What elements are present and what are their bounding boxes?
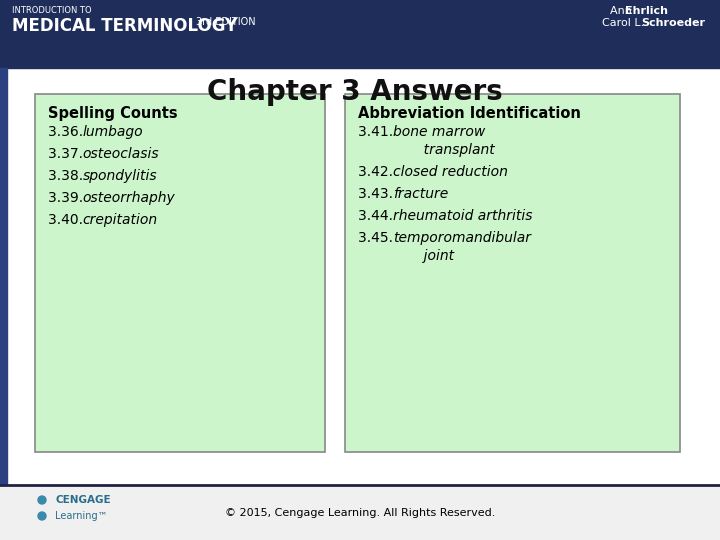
Text: Chapter 3 Answers: Chapter 3 Answers [207,78,503,106]
Text: 3.42.: 3.42. [358,165,397,179]
Text: 3.37.: 3.37. [48,147,87,161]
Text: 3.38.: 3.38. [48,169,88,183]
Text: Spelling Counts: Spelling Counts [48,106,178,121]
Text: temporomandibular: temporomandibular [393,231,531,245]
Text: Ehrlich: Ehrlich [625,6,668,16]
Text: CENGAGE: CENGAGE [55,495,111,505]
Bar [0,485,720,540]
Text: INTRODUCTION TO: INTRODUCTION TO [12,6,91,15]
Text: Learning™: Learning™ [55,511,107,521]
Text: 3.39.: 3.39. [48,191,88,205]
Text: Ann: Ann [610,6,635,16]
FancyBboxPatch shape [35,94,325,452]
Text: 3.36.: 3.36. [48,125,88,139]
Text: 3.45.: 3.45. [358,231,397,245]
Text: spondylitis: spondylitis [83,169,158,183]
Text: 3.41.: 3.41. [358,125,397,139]
Text: © 2015, Cengage Learning. All Rights Reserved.: © 2015, Cengage Learning. All Rights Res… [225,508,495,518]
Text: crepitation: crepitation [83,213,158,227]
Text: 3rd EDITION: 3rd EDITION [196,17,256,27]
Text: fracture: fracture [393,187,448,201]
Text: osteoclasis: osteoclasis [83,147,159,161]
Text: lumbago: lumbago [83,125,143,139]
Text: 3.40.: 3.40. [48,213,87,227]
Text: Schroeder: Schroeder [641,18,705,28]
Bar [0,0,720,68]
Circle shape [38,512,46,520]
FancyBboxPatch shape [345,94,680,452]
Text: transplant: transplant [393,143,495,157]
Text: bone marrow: bone marrow [393,125,485,139]
Text: 3.43.: 3.43. [358,187,397,201]
Text: joint: joint [393,249,454,263]
Text: osteorrhaphy: osteorrhaphy [83,191,176,205]
Text: Abbreviation Identification: Abbreviation Identification [358,106,581,121]
Bar [0,68,7,485]
Text: 3.44.: 3.44. [358,209,397,223]
Text: rheumatoid arthritis: rheumatoid arthritis [393,209,532,223]
Circle shape [38,496,46,504]
Text: closed reduction: closed reduction [393,165,508,179]
Text: Carol L.: Carol L. [602,18,648,28]
Text: MEDICAL TERMINOLOGY: MEDICAL TERMINOLOGY [12,17,238,35]
